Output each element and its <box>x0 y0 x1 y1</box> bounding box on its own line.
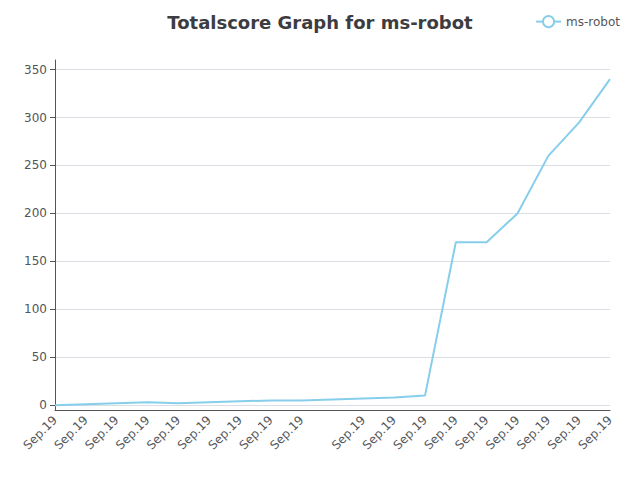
svg-text:300: 300 <box>24 111 47 125</box>
svg-text:Sep.19: Sep.19 <box>205 413 245 453</box>
svg-text:Sep.19: Sep.19 <box>483 413 523 453</box>
svg-text:Sep.19: Sep.19 <box>236 413 276 453</box>
svg-text:100: 100 <box>24 302 47 316</box>
svg-text:Sep.19: Sep.19 <box>82 413 122 453</box>
svg-text:150: 150 <box>24 254 47 268</box>
svg-text:Sep.19: Sep.19 <box>421 413 461 453</box>
svg-text:ms-robot: ms-robot <box>566 15 620 29</box>
svg-text:200: 200 <box>24 206 47 220</box>
svg-text:Sep.19: Sep.19 <box>20 413 60 453</box>
svg-text:Sep.19: Sep.19 <box>174 413 215 453</box>
svg-text:350: 350 <box>24 63 47 77</box>
svg-text:Sep.19: Sep.19 <box>113 413 153 453</box>
svg-text:0: 0 <box>39 398 47 412</box>
svg-text:Sep.19: Sep.19 <box>576 413 615 452</box>
svg-text:Sep.19: Sep.19 <box>143 413 184 453</box>
svg-text:Sep.19: Sep.19 <box>452 413 492 453</box>
svg-text:50: 50 <box>32 350 47 364</box>
svg-text:Totalscore Graph for ms-robot: Totalscore Graph for ms-robot <box>167 12 473 33</box>
svg-text:Sep.19: Sep.19 <box>51 413 91 453</box>
svg-text:Sep.19: Sep.19 <box>359 413 400 453</box>
svg-text:Sep.19: Sep.19 <box>544 413 585 453</box>
svg-text:Sep.19: Sep.19 <box>513 413 554 453</box>
svg-text:Sep.19: Sep.19 <box>390 413 430 453</box>
svg-text:Sep.19: Sep.19 <box>267 413 306 452</box>
svg-text:250: 250 <box>24 158 47 172</box>
svg-text:Sep.19: Sep.19 <box>328 413 369 453</box>
